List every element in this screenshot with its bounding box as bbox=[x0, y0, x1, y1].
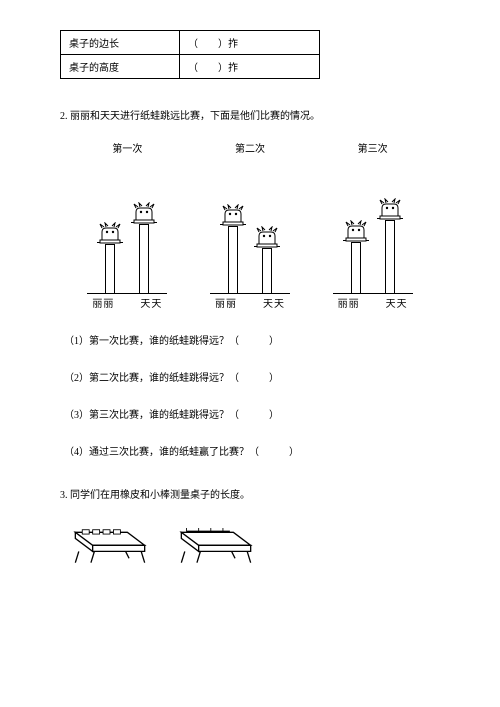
q2-intro: 2. 丽丽和天天进行纸蛙跳远比赛，下面是他们比赛的情况。 bbox=[60, 107, 440, 122]
bar-tiantian bbox=[131, 204, 157, 294]
name-tiantian: 天天 bbox=[373, 295, 421, 310]
chart-2: 第二次 丽丽 天天 bbox=[202, 140, 298, 310]
desk-icon bbox=[66, 515, 154, 567]
q2-sub4: （4）通过三次比赛，谁的纸蛙赢了比赛？（ ） bbox=[64, 443, 440, 458]
bar-tiantian bbox=[254, 228, 280, 294]
charts-row: 第一次 丽丽 天天 第二次 丽丽 天天 第三次 丽丽 天天 bbox=[60, 140, 440, 310]
frog-icon bbox=[221, 204, 245, 226]
pillar bbox=[262, 248, 272, 294]
chart-names: 丽丽 天天 bbox=[79, 295, 175, 310]
q2-sub1: （1）第一次比赛，谁的纸蛙跳得远？（ ） bbox=[64, 332, 440, 347]
pillar bbox=[385, 220, 395, 294]
name-lili: 丽丽 bbox=[325, 295, 373, 310]
pillar bbox=[228, 226, 238, 294]
chart-3: 第三次 丽丽 天天 bbox=[325, 140, 421, 310]
frog-icon bbox=[98, 222, 122, 244]
name-tiantian: 天天 bbox=[127, 295, 175, 310]
desk-icon bbox=[172, 515, 260, 567]
row-label: 桌子的边长 bbox=[61, 31, 180, 55]
name-tiantian: 天天 bbox=[250, 295, 298, 310]
pillar bbox=[139, 224, 149, 294]
chart-title: 第二次 bbox=[202, 140, 298, 155]
bar-lili bbox=[343, 222, 369, 294]
table-row: 桌子的边长 （ ）拃 bbox=[61, 31, 320, 55]
q2-sub3: （3）第三次比赛，谁的纸蛙跳得远？（ ） bbox=[64, 406, 440, 421]
table-row: 桌子的高度 （ ）拃 bbox=[61, 55, 320, 79]
q2-sub2: （2）第二次比赛，谁的纸蛙跳得远？（ ） bbox=[64, 369, 440, 384]
pillar bbox=[351, 242, 361, 294]
bar-tiantian bbox=[377, 200, 403, 294]
chart-names: 丽丽 天天 bbox=[325, 295, 421, 310]
bar-lili bbox=[220, 206, 246, 294]
chart-title: 第一次 bbox=[79, 140, 175, 155]
row-label: 桌子的高度 bbox=[61, 55, 180, 79]
chart-title: 第三次 bbox=[325, 140, 421, 155]
frog-icon bbox=[132, 202, 156, 224]
row-blank: （ ）拃 bbox=[180, 55, 320, 79]
frog-icon bbox=[255, 226, 279, 248]
q3-intro: 3. 同学们在用橡皮和小棒测量桌子的长度。 bbox=[60, 486, 440, 501]
name-lili: 丽丽 bbox=[202, 295, 250, 310]
chart-1: 第一次 丽丽 天天 bbox=[79, 140, 175, 310]
desk-row bbox=[60, 515, 440, 567]
frog-icon bbox=[378, 198, 402, 220]
pillar bbox=[105, 244, 115, 294]
name-lili: 丽丽 bbox=[79, 295, 127, 310]
bar-lili bbox=[97, 224, 123, 294]
chart-names: 丽丽 天天 bbox=[202, 295, 298, 310]
row-blank: （ ）拃 bbox=[180, 31, 320, 55]
frog-icon bbox=[344, 220, 368, 242]
measure-table: 桌子的边长 （ ）拃 桌子的高度 （ ）拃 bbox=[60, 30, 320, 79]
